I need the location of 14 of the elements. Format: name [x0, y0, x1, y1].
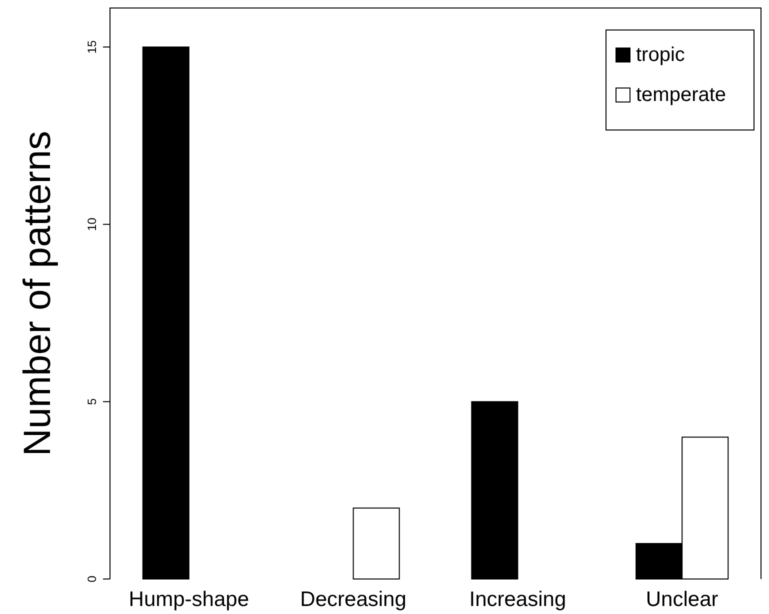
bar [142, 46, 190, 580]
y-tick-label: 0 [85, 575, 99, 582]
y-tick-label: 15 [85, 40, 99, 54]
legend-label: tropic [636, 44, 685, 66]
x-tick-label: Decreasing [300, 588, 406, 611]
bar [352, 508, 400, 580]
y-tick-label: 5 [85, 398, 99, 406]
legend-label: temperate [636, 84, 726, 106]
x-tick-label: Unclear [646, 588, 718, 611]
x-tick-label: Increasing [469, 588, 566, 611]
y-tick-label: 10 [85, 217, 99, 232]
bar [471, 401, 518, 580]
y-axis-title: Number of patterns [17, 130, 59, 456]
x-tick-label: Hump-shape [128, 588, 250, 611]
